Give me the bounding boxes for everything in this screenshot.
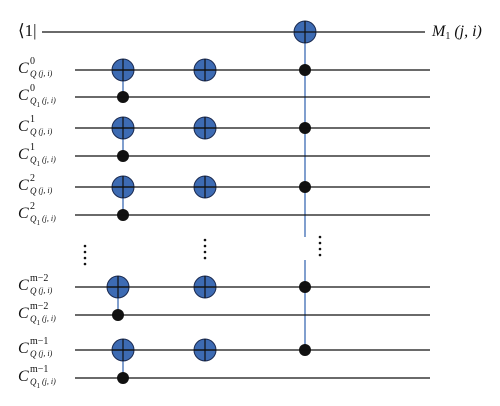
label-sub-index: 1 (37, 219, 41, 227)
row-label: C0 Q1 (j, i) (18, 83, 56, 108)
label-sub: Q (30, 286, 37, 296)
label-sub: Q (30, 377, 37, 387)
label-args: (j, i) (42, 96, 56, 105)
row-label: C1 Q (j, i) (18, 114, 53, 137)
label-sup: 1 (30, 114, 35, 125)
label-args: (j, i) (39, 69, 53, 78)
label-sub: Q (30, 349, 37, 359)
row-label: Cm−1 Q1 (j, i) (18, 364, 56, 389)
label-base: C (18, 340, 29, 357)
label-base: C (18, 118, 29, 135)
row-label: C2 Q (j, i) (18, 173, 53, 196)
label-sup: 0 (30, 83, 35, 94)
label-sup: 0 (30, 56, 35, 67)
row-label: Cm−2 Q (j, i) (18, 273, 53, 296)
label-args: (j, i) (39, 186, 53, 195)
label-sub: Q (30, 214, 37, 224)
label-base: C (18, 146, 29, 163)
label-sub: Q (30, 186, 37, 196)
label-base: C (18, 87, 29, 104)
label-sup: m−2 (30, 301, 48, 312)
label-base: C (18, 277, 29, 294)
output-label: M1 (j, i) (431, 23, 482, 43)
output-sub: 1 (445, 31, 450, 42)
gates (106, 20, 317, 384)
label-base: C (18, 177, 29, 194)
label-sup: m−1 (30, 336, 48, 347)
label-sup: m−1 (30, 364, 48, 375)
label-sub-index: 1 (37, 382, 41, 390)
row-label: C0 Q (j, i) (18, 56, 53, 79)
label-args: (j, i) (42, 314, 56, 323)
label-sup: 2 (30, 173, 35, 184)
label-args: (j, i) (42, 377, 56, 386)
label-base: C (18, 368, 29, 385)
label-base: C (18, 60, 29, 77)
label-args: (j, i) (39, 349, 53, 358)
label-args: (j, i) (39, 127, 53, 136)
label-sup: m−2 (30, 273, 48, 284)
top-label: ⟨1| (18, 21, 37, 40)
label-base: C (18, 305, 29, 322)
label-args: (j, i) (42, 214, 56, 223)
label-sub: Q (30, 127, 37, 137)
output-base: M (431, 23, 447, 40)
label-sub-index: 1 (37, 319, 41, 327)
label-sub: Q (30, 155, 37, 165)
label-sub: Q (30, 96, 37, 106)
output-args: (j, i) (454, 23, 482, 40)
label-base: C (18, 205, 29, 222)
row-label: Cm−2 Q1 (j, i) (18, 301, 56, 326)
label-sub-index: 1 (37, 160, 41, 168)
label-sub: Q (30, 69, 37, 79)
label-sup: 2 (30, 201, 35, 212)
row-label: C1 Q1 (j, i) (18, 142, 56, 167)
label-sup: 1 (30, 142, 35, 153)
label-args: (j, i) (39, 286, 53, 295)
label-args: (j, i) (42, 155, 56, 164)
label-sub: Q (30, 314, 37, 324)
ellipsis (83, 235, 322, 266)
row-label: C2 Q1 (j, i) (18, 201, 56, 226)
row-label: Cm−1 Q (j, i) (18, 336, 53, 359)
label-sub-index: 1 (37, 101, 41, 109)
labels: M1 (j, i)C0 Q (j, i)C0 Q1 (j, i)C1 Q (j, i)C1 Q1… (18, 23, 482, 390)
